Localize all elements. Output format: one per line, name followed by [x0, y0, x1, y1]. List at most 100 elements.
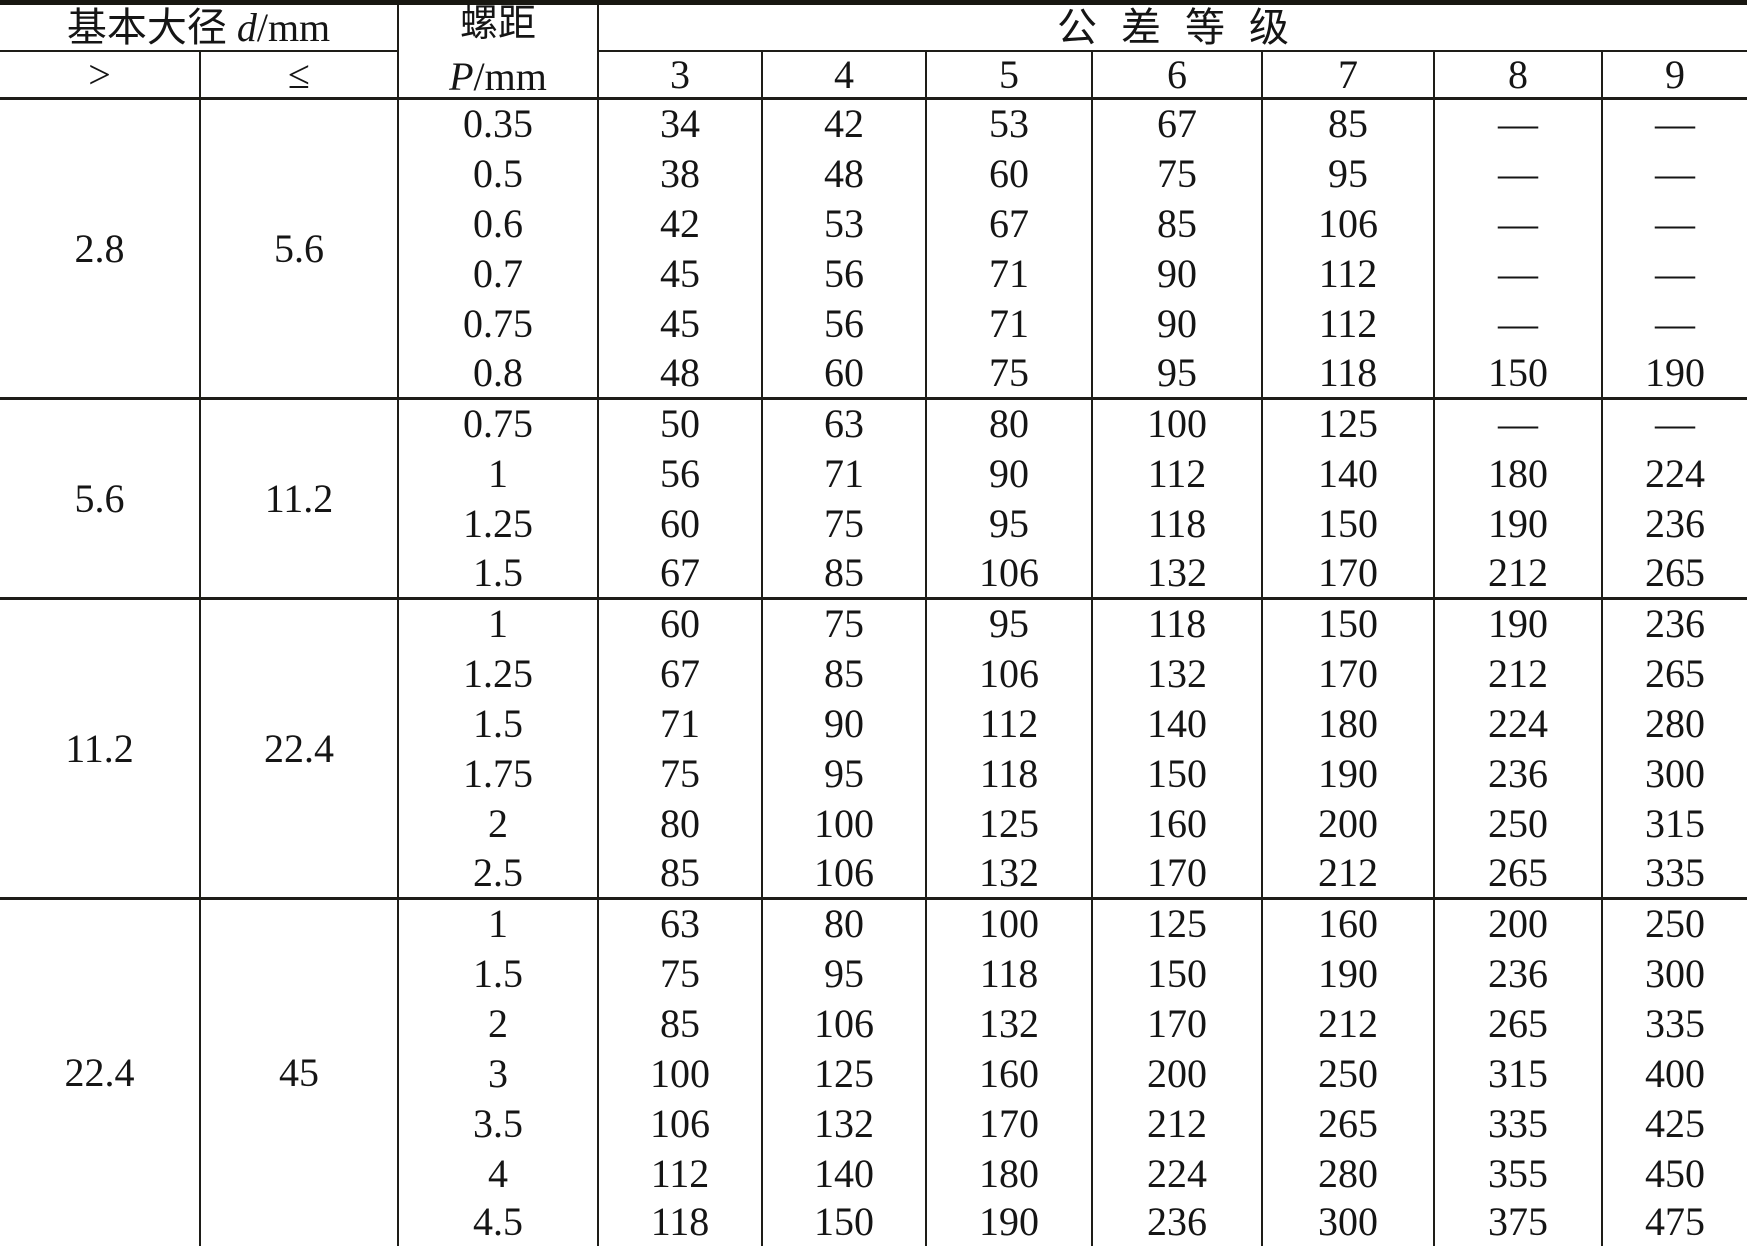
cell-grade-value: 85	[762, 648, 927, 699]
cell-pitch: 1	[398, 597, 599, 649]
cell-pitch: 0.75	[398, 397, 599, 449]
cell-grade-value: —	[1434, 248, 1603, 299]
cell-grade-value: 45	[598, 248, 763, 299]
cell-grade-value: 112	[1092, 448, 1263, 499]
cell-grade-value: —	[1434, 198, 1603, 249]
cell-grade-value: 140	[1262, 448, 1435, 499]
cell-pitch: 1.25	[398, 498, 599, 549]
table-header: 基本大径 d/mm 螺距 P/mm 公 差 等 级 > ≤ 3 4 5 6 7	[0, 2, 1747, 100]
cell-grade-value: —	[1434, 298, 1603, 349]
cell-grade-value: 355	[1434, 1148, 1603, 1199]
cell-grade-value: 67	[1092, 98, 1263, 149]
table-row: 4 112 140 180 224 280 355 450	[0, 1148, 1747, 1199]
cell-grade-value: 56	[598, 448, 763, 499]
cell-pitch: 4	[398, 1148, 599, 1199]
cell-grade-value: 236	[1434, 748, 1603, 799]
table-row: 1.5 75 95 118 150 190 236 300	[0, 948, 1747, 999]
cell-pitch: 0.75	[398, 298, 599, 349]
cell-grade-value: 300	[1645, 950, 1706, 996]
header-basic-diameter: 基本大径 d/mm	[0, 2, 399, 52]
cell-grade-value: 38	[598, 148, 763, 199]
cell-diameter-gt: 5.6	[0, 397, 201, 599]
cell-grade-value: 100	[1092, 397, 1263, 449]
cell-grade-value: 265	[1434, 848, 1603, 899]
cell-grade-value: 71	[926, 248, 1093, 299]
table-row: 1.25 67 85 106 132 170 212 265	[0, 648, 1747, 699]
table-row: 2.8 5.6 0.35 34 42 53 67 85— —	[0, 98, 1747, 399]
table-row: 1.5 71 90 112 140 180 224 280	[0, 698, 1747, 749]
table-body: 2.8 5.6 0.35 34 42 53 67 85— —0.5 38 48 60 75 95— —0.6…	[0, 98, 1747, 1246]
cell-grade-value: 132	[1092, 548, 1263, 599]
cell-grade-value: 95	[762, 948, 927, 999]
cell-grade-value: 132	[926, 848, 1093, 899]
cell-grade-value: 100	[926, 897, 1093, 949]
cell-pitch: 0.6	[398, 198, 599, 249]
cell-diameter-le: 11.2	[200, 397, 399, 599]
cell-grade-value: 90	[1092, 298, 1263, 349]
cell-grade-value: 190	[1262, 748, 1435, 799]
cell-grade-value: 236	[1092, 1198, 1263, 1246]
cell-grade-value: —	[1655, 300, 1696, 346]
cell-grade-value: 280	[1645, 700, 1706, 746]
table-row: 0.5 38 48 60 75 95— —	[0, 148, 1747, 199]
cell-grade-value: 132	[762, 1098, 927, 1149]
cell-grade-value: 132	[1092, 648, 1263, 699]
cell-grade-value: 200	[1262, 798, 1435, 849]
cell-grade-value: 250	[1434, 798, 1603, 849]
cell-grade-value: 95	[762, 748, 927, 799]
cell-grade-value: 106	[926, 648, 1093, 699]
cell-grade-value: 170	[1262, 648, 1435, 699]
header-grade-col-7: 7	[1262, 51, 1435, 100]
cell-pitch: 1.25	[398, 648, 599, 699]
cell-grade-value: —	[1602, 397, 1747, 449]
cell-grade-value: 112	[1262, 298, 1435, 349]
cell-diameter-gt: 11.2	[0, 597, 201, 899]
cell-grade-value: 118	[1092, 597, 1263, 649]
cell-grade-value: 160	[1262, 897, 1435, 949]
cell-grade-value: —	[1434, 397, 1603, 449]
table-row: 1 56 71 90 112 140 180 224	[0, 448, 1747, 499]
cell-diameter-gt: 22.4	[0, 897, 201, 1246]
cell-grade-value: 150	[1262, 498, 1435, 549]
cell-pitch: 2.5	[398, 848, 599, 899]
cell-grade-value: 180	[1434, 448, 1603, 499]
cell-grade-value: 170	[1092, 848, 1263, 899]
cell-grade-value: —	[1655, 101, 1696, 147]
cell-grade-value: 60	[762, 348, 927, 399]
cell-grade-value: 60	[598, 498, 763, 549]
header-grade-col-5: 5	[926, 51, 1093, 100]
cell-grade-value: 118	[926, 748, 1093, 799]
cell-grade-value: —	[1655, 250, 1696, 296]
cell-grade-value: 118	[1262, 348, 1435, 399]
cell-grade-value: 75	[762, 597, 927, 649]
cell-diameter-le: 45	[200, 897, 399, 1246]
cell-grade-value: 53	[926, 98, 1093, 149]
cell-grade-value: 45	[598, 298, 763, 349]
cell-grade-value: 150	[1434, 348, 1603, 399]
table-row: 22.4 45 1 63 80 100 125 160 200 250	[0, 897, 1747, 1246]
header-pitch: 螺距 P/mm	[398, 2, 599, 100]
cell-grade-value: 71	[762, 448, 927, 499]
cell-grade-value: 250	[1262, 1048, 1435, 1099]
cell-grade-value: 150	[1092, 948, 1263, 999]
cell-grade-value: 42	[598, 198, 763, 249]
header-grade-col-9: 9	[1602, 51, 1747, 100]
cell-grade-value: 212	[1092, 1098, 1263, 1149]
cell-grade-value: 236	[1434, 948, 1603, 999]
table-row: 2.5 85 106 132 170 212 265 335	[0, 848, 1747, 899]
header-grade-col-4: 4	[762, 51, 927, 100]
cell-grade-value: 315	[1434, 1048, 1603, 1099]
cell-pitch: 1	[398, 448, 599, 499]
cell-grade-value: 280	[1262, 1148, 1435, 1199]
cell-pitch: 0.7	[398, 248, 599, 299]
table-row: 0.6 42 53 67 85 106— —	[0, 198, 1747, 249]
header-grade-col-6: 6	[1092, 51, 1263, 100]
cell-grade-value: 56	[762, 298, 927, 349]
table-row: 1.5 67 85 106 132 170 212 265	[0, 548, 1747, 599]
cell-pitch: 1.5	[398, 698, 599, 749]
cell-grade-value: 75	[762, 498, 927, 549]
cell-grade-value: 265	[1645, 650, 1706, 696]
cell-grade-value: 118	[926, 948, 1093, 999]
header-grade-col-3: 3	[598, 51, 763, 100]
